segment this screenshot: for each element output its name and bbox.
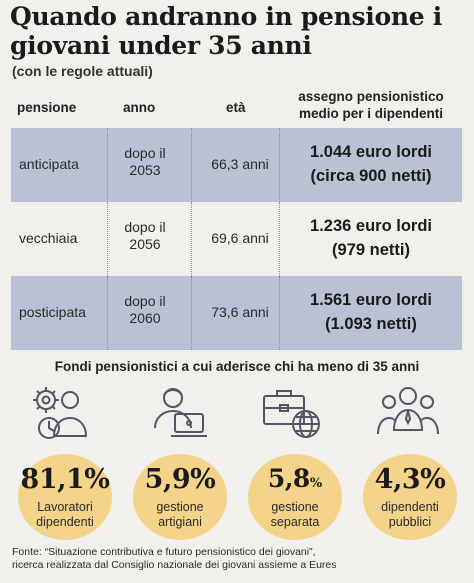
cell-anno-line1: dopo il bbox=[124, 145, 166, 161]
cell-anno-line1: dopo il bbox=[124, 219, 166, 235]
cell-assegno: 1.236 euro lordi (979 netti) bbox=[281, 214, 461, 262]
page-title: Quando andranno in pensione i giovani un… bbox=[10, 2, 442, 60]
table-row: anticipata dopo il 2053 66,3 anni 1.044 … bbox=[11, 128, 462, 202]
cell-lordi: 1.561 euro lordi bbox=[310, 291, 432, 309]
cell-anno-line1: dopo il bbox=[124, 293, 166, 309]
cell-anno: dopo il 2056 bbox=[115, 219, 175, 253]
cell-eta: 73,6 anni bbox=[211, 304, 269, 320]
worker-clock-gear-icon bbox=[33, 387, 88, 439]
fund-bubble: 4,3% dipendenti pubblici bbox=[363, 454, 457, 540]
cell-pensione: anticipata bbox=[19, 156, 79, 172]
cell-anno-line2: 2060 bbox=[129, 310, 161, 326]
fund-bubble: 5,9% gestione artigiani bbox=[133, 454, 227, 540]
cell-anno: dopo il 2053 bbox=[115, 145, 175, 179]
column-divider bbox=[279, 128, 281, 202]
header-assegno-line1: assegno pensionistico bbox=[298, 89, 444, 104]
fund-label: dipendenti pubblici bbox=[381, 500, 439, 529]
cell-anno: dopo il 2060 bbox=[115, 293, 175, 327]
funds-section: 81,1% Lavoratori dipendenti 5,9% gestion… bbox=[12, 378, 462, 543]
page-subtitle: (con le regole attuali) bbox=[12, 63, 153, 79]
fund-percentage: 81,1% bbox=[20, 464, 110, 495]
source-line2: ricerca realizzata dal Consiglio naziona… bbox=[12, 559, 337, 571]
cell-netti: (circa 900 netti) bbox=[310, 167, 432, 185]
header-pensione: pensione bbox=[17, 100, 77, 115]
column-divider bbox=[107, 128, 109, 202]
column-divider bbox=[191, 276, 193, 350]
cell-netti: (1.093 netti) bbox=[325, 315, 417, 333]
header-assegno-line2: medio per i dipendenti bbox=[298, 106, 443, 121]
public-employees-group-icon bbox=[377, 387, 439, 435]
fund-label: gestione artigiani bbox=[156, 500, 204, 529]
table-row: posticipata dopo il 2060 73,6 anni 1.561… bbox=[11, 276, 462, 350]
cell-assegno: 1.044 euro lordi (circa 900 netti) bbox=[281, 140, 461, 188]
header-anno: anno bbox=[123, 100, 156, 115]
table-header: pensione anno età assegno pensionistico … bbox=[11, 82, 462, 128]
funds-title: Fondi pensionistici a cui aderisce chi h… bbox=[54, 359, 420, 374]
cell-pensione: vecchiaia bbox=[19, 230, 78, 246]
cell-anno-line2: 2053 bbox=[129, 162, 161, 178]
header-eta: età bbox=[226, 100, 246, 115]
fund-bubble: 81,1% Lavoratori dipendenti bbox=[18, 454, 112, 540]
fund-percentage: 5,9% bbox=[144, 464, 216, 495]
fund-item-separata: 5,8% gestione separata bbox=[242, 378, 347, 543]
cell-netti: (979 netti) bbox=[332, 241, 410, 259]
fund-item-artigiani: 5,9% gestione artigiani bbox=[127, 378, 232, 543]
fund-label: gestione separata bbox=[270, 500, 320, 529]
artisan-laptop-icon bbox=[154, 388, 207, 437]
cell-eta: 69,6 anni bbox=[211, 230, 269, 246]
column-divider bbox=[279, 276, 281, 350]
column-divider bbox=[191, 202, 193, 276]
fund-item-dipendenti: 81,1% Lavoratori dipendenti bbox=[12, 378, 117, 543]
briefcase-globe-icon bbox=[263, 390, 320, 438]
pension-table: pensione anno età assegno pensionistico … bbox=[11, 82, 462, 350]
table-row: vecchiaia dopo il 2056 69,6 anni 1.236 e… bbox=[11, 202, 462, 276]
cell-lordi: 1.236 euro lordi bbox=[310, 217, 432, 235]
fund-percentage: 4,3% bbox=[374, 464, 446, 495]
fund-label: Lavoratori dipendenti bbox=[36, 500, 94, 529]
cell-eta: 66,3 anni bbox=[211, 156, 269, 172]
cell-pensione: posticipata bbox=[19, 304, 86, 320]
cell-lordi: 1.044 euro lordi bbox=[310, 143, 432, 161]
source-note: Fonte: “Situazione contributiva e futuro… bbox=[12, 546, 467, 572]
fund-bubble: 5,8% gestione separata bbox=[248, 454, 342, 540]
fund-item-pubblici: 4,3% dipendenti pubblici bbox=[357, 378, 462, 543]
column-divider bbox=[107, 276, 109, 350]
cell-assegno: 1.561 euro lordi (1.093 netti) bbox=[281, 288, 461, 336]
column-divider bbox=[107, 202, 109, 276]
cell-anno-line2: 2056 bbox=[129, 236, 161, 252]
fund-percentage: 5,8% bbox=[267, 464, 323, 493]
header-assegno: assegno pensionistico medio per i dipend… bbox=[281, 88, 461, 122]
source-line1: Fonte: “Situazione contributiva e futuro… bbox=[12, 546, 316, 558]
column-divider bbox=[279, 202, 281, 276]
column-divider bbox=[191, 128, 193, 202]
